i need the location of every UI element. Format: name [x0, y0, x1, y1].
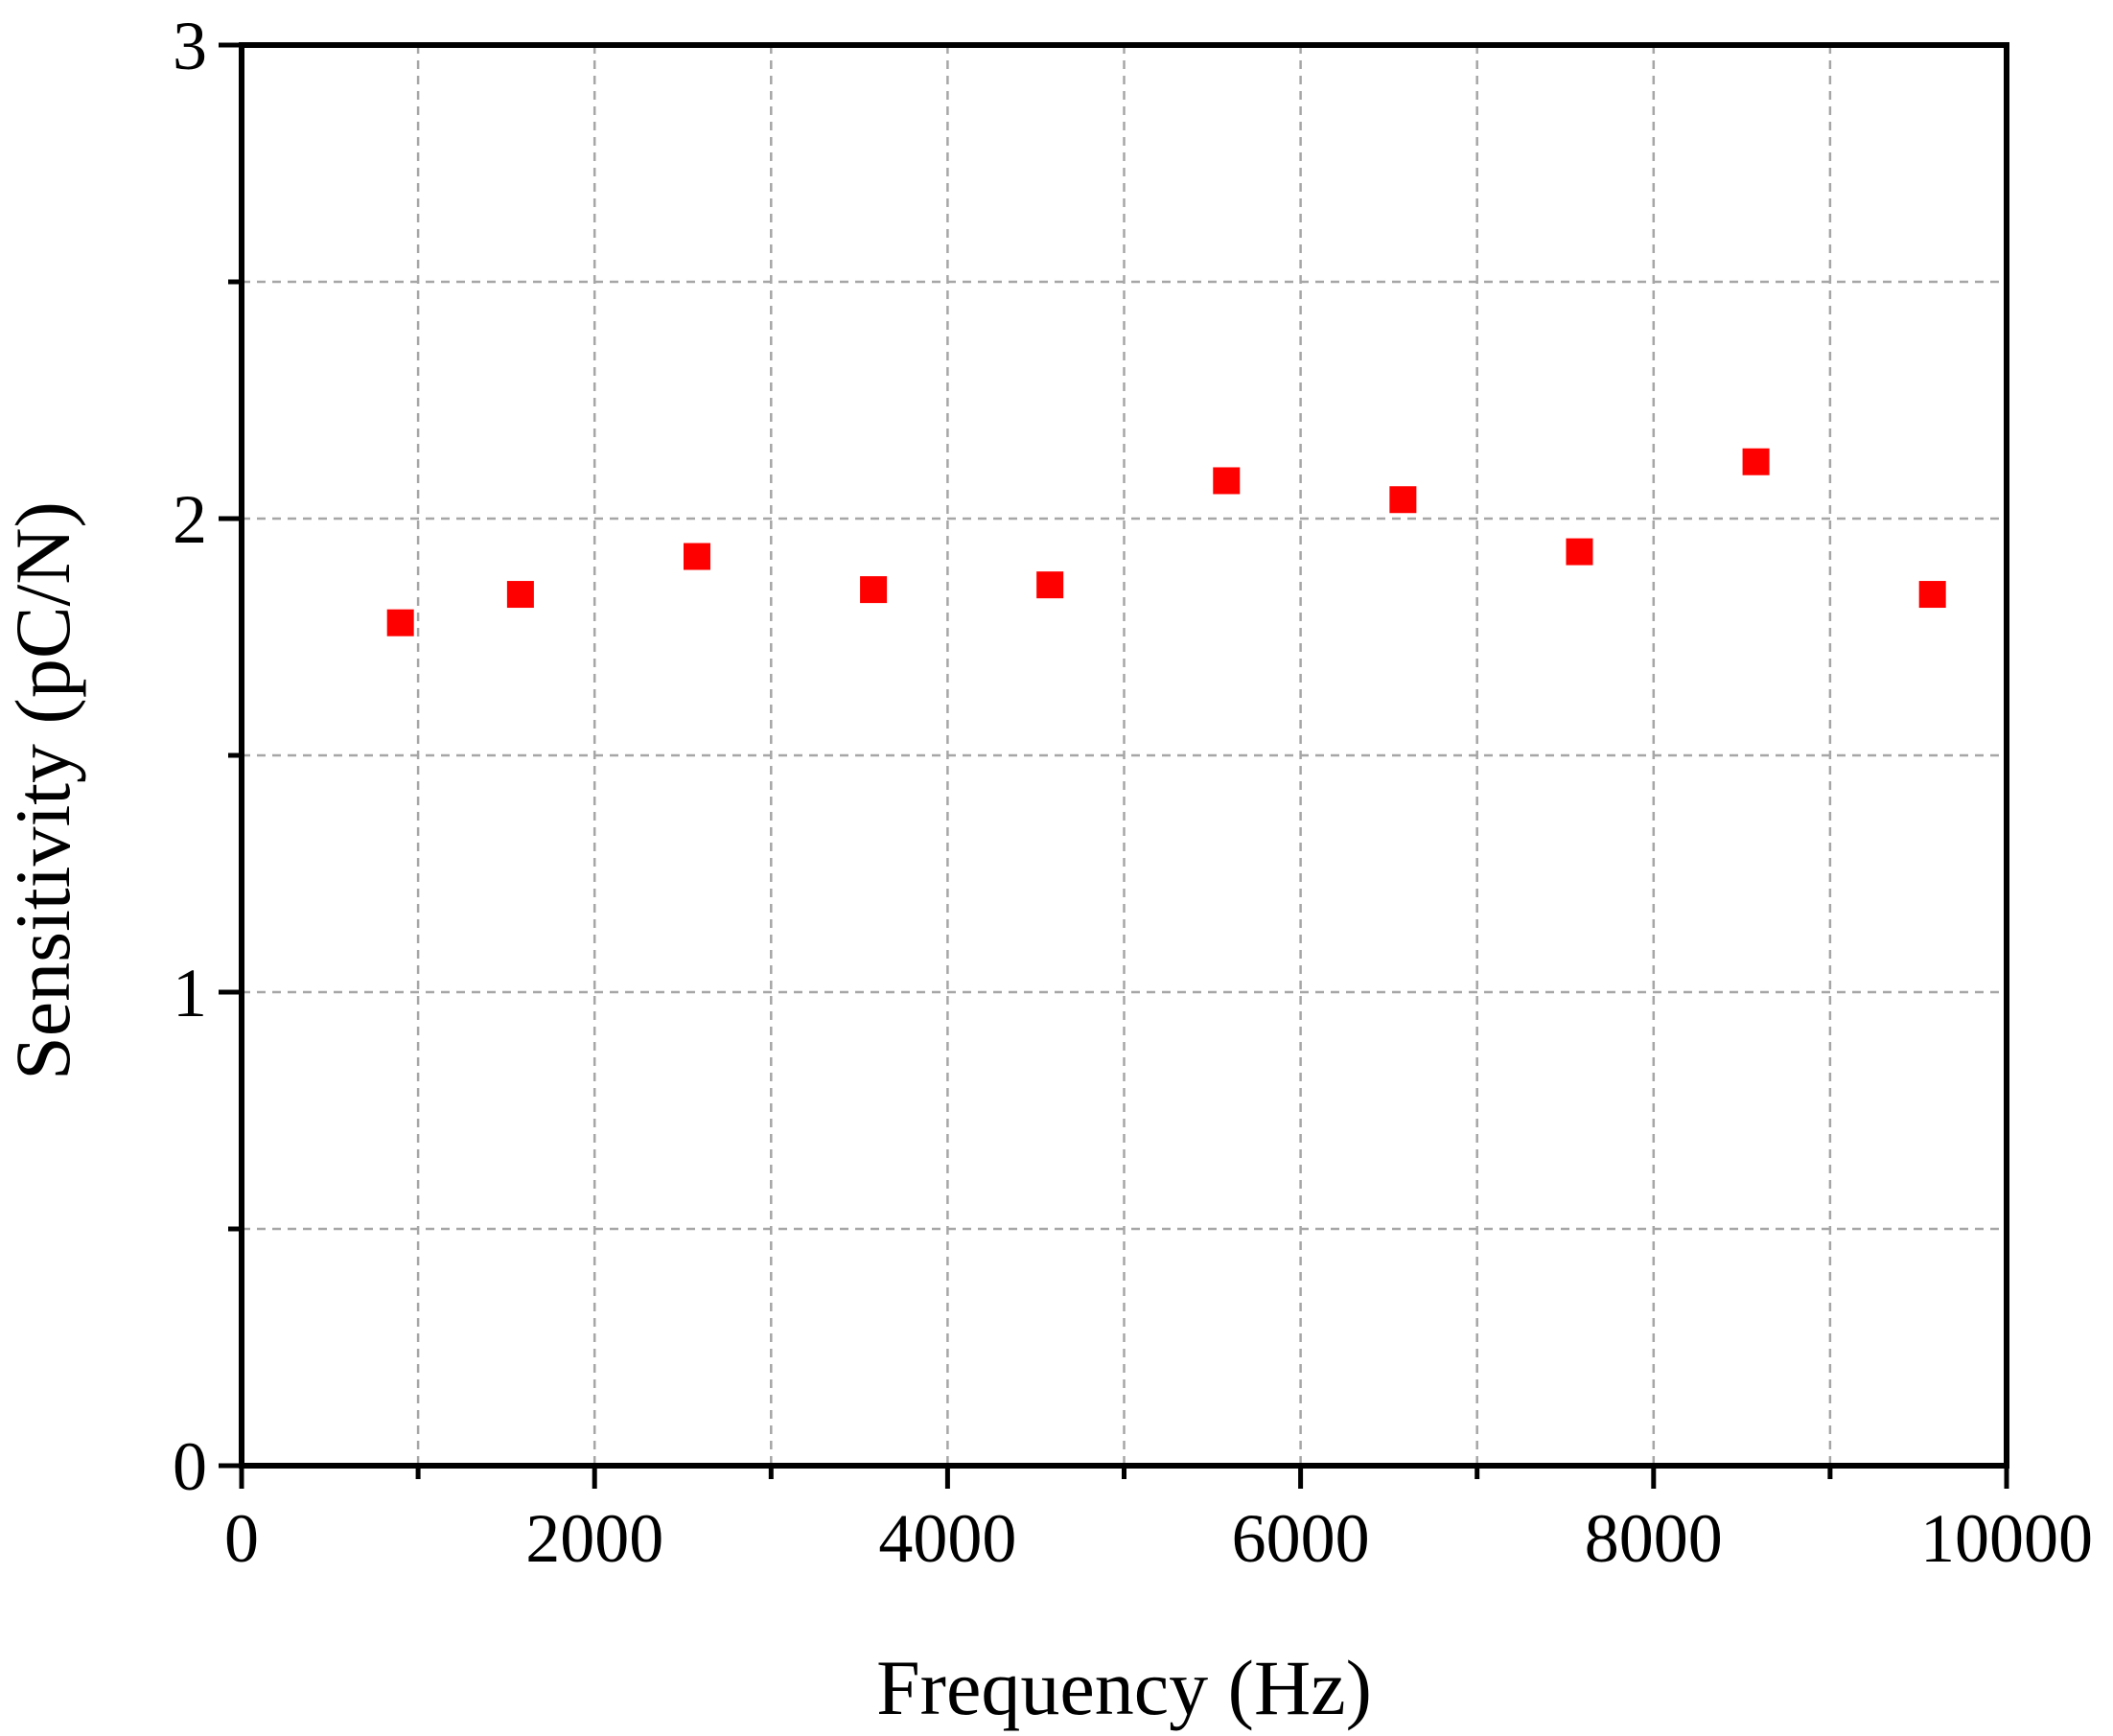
y-tick-label: 2: [173, 481, 207, 558]
x-tick-label: 4000: [878, 1500, 1016, 1577]
x-tick-label: 8000: [1585, 1500, 1723, 1577]
data-point: [860, 576, 888, 604]
data-point: [1918, 581, 1946, 609]
y-axis-title: Sensitivity (pC/N): [0, 501, 86, 1080]
data-point: [683, 543, 710, 570]
data-point: [506, 581, 534, 609]
x-tick-labels: 0 2000 4000 6000 8000 10000: [224, 1500, 2093, 1577]
x-tick-label: 10000: [1920, 1500, 2093, 1577]
x-tick-label: 6000: [1232, 1500, 1370, 1577]
data-point: [1742, 448, 1770, 475]
x-axis-title: Frequency (Hz): [876, 1644, 1372, 1731]
data-point: [1389, 486, 1417, 514]
data-points: [386, 448, 1946, 637]
y-tick-labels: 0 1 2 3: [173, 8, 207, 1505]
data-point: [1036, 571, 1064, 599]
y-tick-label: 0: [173, 1428, 207, 1505]
x-tick-label: 0: [224, 1500, 259, 1577]
y-tick-label: 3: [173, 8, 207, 84]
data-point: [1213, 467, 1241, 495]
data-point: [1566, 538, 1593, 566]
x-tick-label: 2000: [525, 1500, 663, 1577]
data-point: [386, 609, 414, 637]
grid: [242, 45, 2007, 1466]
y-tick-label: 1: [173, 955, 207, 1031]
axis-ticks: [219, 42, 2009, 1489]
